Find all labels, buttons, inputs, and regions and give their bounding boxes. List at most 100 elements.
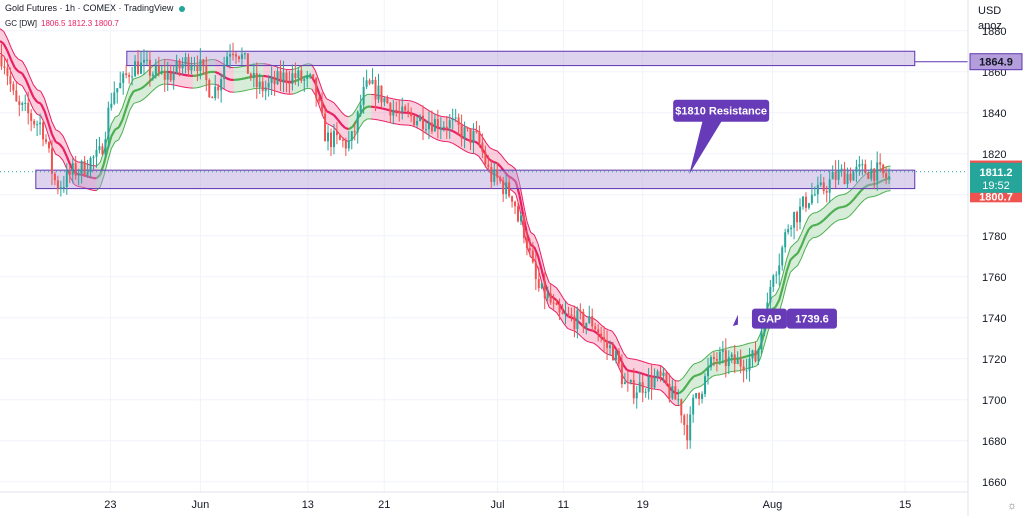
ribbon-lower-edge xyxy=(144,94,149,99)
candle-body xyxy=(291,73,294,84)
ribbon-lower-edge xyxy=(849,211,854,217)
ribbon-lower-edge xyxy=(62,160,68,169)
candle-body xyxy=(597,329,600,334)
ribbon-lower-edge xyxy=(467,151,472,154)
ribbon-upper-edge xyxy=(845,190,851,195)
candle-body xyxy=(671,386,674,399)
ribbon-upper-edge xyxy=(3,31,8,39)
ribbon-upper-edge xyxy=(526,221,532,233)
ribbon-lower-edge xyxy=(415,126,420,130)
ribbon-midline xyxy=(24,79,31,90)
candle-body xyxy=(413,116,416,126)
candle-body xyxy=(142,59,145,63)
candle-body xyxy=(65,171,68,188)
ribbon-midline xyxy=(745,354,750,358)
candle-body xyxy=(754,350,757,362)
candle-body xyxy=(739,358,742,367)
ribbon-midline xyxy=(110,129,116,137)
annotations: $1810 Resistance GAP 1739.6 xyxy=(673,99,837,329)
ribbon-upper-edge xyxy=(819,207,825,212)
ribbon-lower-edge xyxy=(864,196,869,200)
candle-body xyxy=(288,82,291,84)
candle-body xyxy=(318,98,321,102)
ribbon-upper-edge xyxy=(121,96,127,108)
candle-body xyxy=(110,103,113,108)
ribbon-midline xyxy=(58,143,64,149)
price-tick-label: 1760 xyxy=(982,272,1006,284)
ribbon-midline xyxy=(500,166,506,173)
ribbon-upper-edge xyxy=(778,274,784,288)
ribbon-midline xyxy=(39,103,46,112)
candle-body xyxy=(629,380,632,383)
candle-body xyxy=(706,367,709,377)
time-tick-label: Aug xyxy=(763,499,783,511)
ribbon-upper-edge xyxy=(593,318,598,322)
candle-body xyxy=(252,72,255,79)
gap-callout-box xyxy=(751,308,787,329)
candle-body xyxy=(148,59,151,76)
ribbon-midline xyxy=(678,389,684,395)
candle-body xyxy=(246,53,249,74)
candle-body xyxy=(760,331,763,350)
candle-body xyxy=(689,414,692,441)
currency-selector[interactable]: USD apoz xyxy=(978,4,1002,34)
ribbon-midline xyxy=(28,88,35,98)
ribbon-lower-edge xyxy=(99,175,105,188)
candle-body xyxy=(460,124,463,139)
candle-body xyxy=(122,73,125,83)
ribbon-upper-edge xyxy=(419,104,424,108)
candle-body xyxy=(617,350,620,364)
ribbon-upper-edge xyxy=(838,194,843,196)
ribbon-lower-edge xyxy=(474,153,479,157)
ribbon-lower-edge xyxy=(181,86,186,88)
candle-body xyxy=(119,82,122,89)
ribbon-lower-edge xyxy=(110,141,116,149)
ribbon-upper-edge xyxy=(638,359,643,362)
candle-body xyxy=(757,349,760,362)
candle-body xyxy=(784,232,787,248)
candle-body xyxy=(273,76,276,85)
candle-body xyxy=(632,380,635,399)
candle-body xyxy=(419,115,422,121)
candle-body xyxy=(635,392,638,399)
candle-body xyxy=(466,127,469,129)
ribbon-lower-edge xyxy=(812,236,817,239)
ribbon-midline xyxy=(378,106,383,110)
candle-body xyxy=(677,399,680,401)
ribbon-midline xyxy=(336,118,343,125)
candle-body xyxy=(303,79,306,81)
ribbon-upper-edge xyxy=(541,257,546,273)
candle-body xyxy=(807,203,810,208)
ribbon-midline xyxy=(493,160,498,165)
ribbon-midline xyxy=(140,85,146,90)
candle-body xyxy=(888,176,891,178)
ribbon-lower-edge xyxy=(615,360,621,370)
candle-body xyxy=(837,170,840,180)
candle-body xyxy=(276,71,279,85)
candle-body xyxy=(9,75,12,85)
candle-body xyxy=(763,327,766,332)
ribbon-midline xyxy=(697,372,702,377)
candle-body xyxy=(98,146,101,150)
candle-body xyxy=(125,73,128,75)
price-axis[interactable]: 1660168017001720174017601780180018201840… xyxy=(982,26,1006,489)
candle-body xyxy=(448,120,451,129)
gap-callout-pointer xyxy=(732,314,738,326)
candle-body xyxy=(211,97,214,99)
settings-gear-icon[interactable]: ☼ xyxy=(1007,500,1018,512)
candle-body xyxy=(517,206,520,222)
time-axis[interactable]: 23 Jun 13 21 Jul 11 19 Aug 15 xyxy=(104,499,911,511)
ribbon-upper-edge xyxy=(62,135,68,145)
ribbon-lower-edge xyxy=(121,120,127,133)
ribbon-upper-edge xyxy=(437,114,442,117)
candle-body xyxy=(178,60,181,69)
ribbon-midline xyxy=(868,183,873,187)
ribbon-lower-edge xyxy=(222,87,227,91)
candle-body xyxy=(840,168,843,171)
ribbon-upper-edge xyxy=(790,243,795,249)
time-tick-label: 15 xyxy=(899,499,911,511)
candle-body xyxy=(638,382,641,393)
candle-body xyxy=(374,79,377,100)
ribbon-lower-edge xyxy=(830,221,836,226)
